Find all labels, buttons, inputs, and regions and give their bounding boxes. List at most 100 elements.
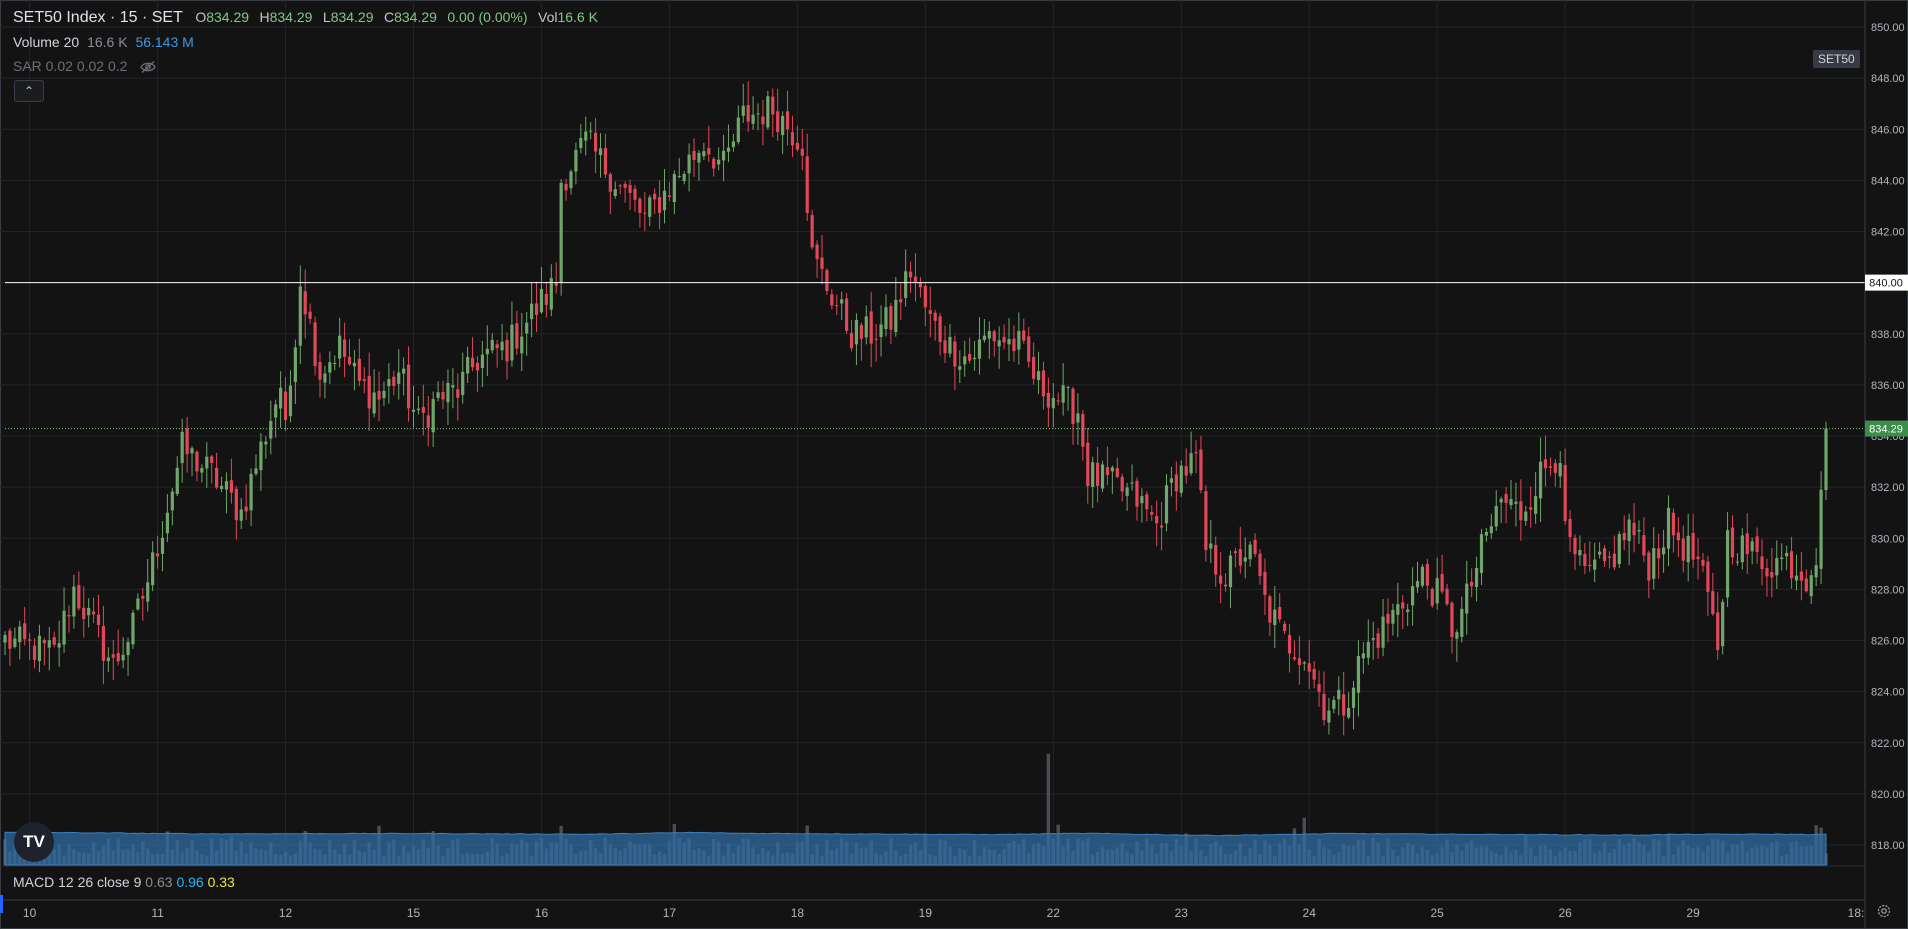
candle-body xyxy=(28,639,32,641)
candle-body xyxy=(490,339,494,351)
candle-body xyxy=(333,363,337,365)
volume-legend[interactable]: Volume 20 16.6 K 56.143 M xyxy=(13,34,198,50)
candle-body xyxy=(682,174,686,182)
candle-body xyxy=(1553,463,1557,473)
candle-body xyxy=(219,485,224,490)
candle-body xyxy=(264,441,268,445)
sar-legend[interactable]: SAR 0.02 0.02 0.2 xyxy=(13,58,157,74)
candle-body xyxy=(431,399,435,433)
candle-body xyxy=(1470,581,1474,587)
symbol-title[interactable]: SET50 Index · 15 · SET xyxy=(13,9,183,26)
candle-body xyxy=(18,626,22,643)
candle-body xyxy=(687,154,691,174)
candle-body xyxy=(1583,553,1587,567)
candle-body xyxy=(589,130,593,132)
candle-body xyxy=(1765,568,1769,577)
candle-body xyxy=(667,195,672,198)
candle-body xyxy=(820,257,824,269)
macd-legend[interactable]: MACD 12 26 close 9 0.63 0.96 0.33 xyxy=(13,874,235,890)
candle-body xyxy=(825,270,829,292)
candle-body xyxy=(82,607,86,619)
candle-body xyxy=(1268,596,1272,623)
candle-body xyxy=(628,185,632,193)
candle-body xyxy=(958,366,962,370)
candle-body xyxy=(1632,522,1636,536)
candle-body xyxy=(559,182,563,283)
candle-body xyxy=(1716,612,1720,650)
tradingview-logo[interactable]: TV xyxy=(14,822,54,862)
candle-body xyxy=(1051,397,1055,409)
candle-body xyxy=(1814,565,1818,578)
eye-hidden-icon[interactable] xyxy=(139,60,157,74)
price-tick-label: 832.00 xyxy=(1871,482,1905,494)
candle-body xyxy=(77,585,81,609)
candle-body xyxy=(342,339,347,357)
candle-body xyxy=(1243,557,1247,562)
candle-body xyxy=(1223,584,1228,587)
candle-body xyxy=(1332,699,1336,709)
candle-body xyxy=(1096,462,1100,486)
candle-body xyxy=(721,150,726,161)
candles xyxy=(3,81,1828,736)
candle-body xyxy=(874,338,878,340)
candle-body xyxy=(1091,462,1095,487)
candle-body xyxy=(1543,459,1548,469)
candle-body xyxy=(633,188,637,200)
candle-body xyxy=(1440,574,1444,592)
candle-body xyxy=(638,198,642,213)
candle-body xyxy=(505,340,509,362)
candle-body xyxy=(397,372,401,384)
candle-body xyxy=(677,176,681,178)
candle-body xyxy=(175,467,179,494)
candle-body xyxy=(1676,532,1680,541)
candle-body xyxy=(1770,572,1774,578)
candle-body xyxy=(1002,336,1006,343)
last-price-tag-bg xyxy=(1865,420,1908,437)
low-value: 834.29 xyxy=(330,9,374,25)
candle-body xyxy=(544,293,548,305)
candle-body xyxy=(1406,609,1410,613)
candle-body xyxy=(1159,525,1164,528)
candle-body xyxy=(1745,533,1749,555)
candle-body xyxy=(1696,556,1700,560)
candle-body xyxy=(362,379,366,381)
candle-body xyxy=(1287,634,1292,654)
candle-body xyxy=(1479,534,1484,573)
candle-body xyxy=(1100,464,1105,489)
candle-body xyxy=(1263,571,1267,595)
symbol-tag: SET50 xyxy=(1813,50,1860,68)
candle-body xyxy=(170,491,174,511)
candle-body xyxy=(1740,535,1744,563)
gear-icon[interactable] xyxy=(1876,903,1892,919)
candle-body xyxy=(1637,530,1641,532)
candle-body xyxy=(47,640,51,648)
candle-body xyxy=(1489,526,1493,534)
candle-body xyxy=(279,387,283,409)
candle-body xyxy=(1283,623,1287,632)
candle-body xyxy=(608,174,612,192)
price-tick-label: 844.00 xyxy=(1871,175,1905,187)
candle-body xyxy=(91,611,96,615)
candle-body xyxy=(1125,487,1129,496)
main-legend[interactable]: SET50 Index · 15 · SET O834.29 H834.29 L… xyxy=(13,9,604,27)
candle-body xyxy=(500,341,504,351)
candle-body xyxy=(1730,527,1735,558)
candle-body xyxy=(692,150,696,160)
price-tick-label: 846.00 xyxy=(1871,124,1905,136)
candle-body xyxy=(781,115,785,136)
time-tick-label: 26 xyxy=(1558,906,1572,920)
candle-body xyxy=(1371,637,1375,640)
candle-body xyxy=(392,376,396,386)
candle-body xyxy=(461,371,465,396)
candle-body xyxy=(1086,442,1090,487)
candle-body xyxy=(1317,684,1321,692)
candle-body xyxy=(367,375,371,409)
chevron-up-icon: ⌃ xyxy=(23,84,35,98)
candle-body xyxy=(1681,538,1685,561)
time-tick-label: 18: xyxy=(1848,906,1865,920)
candle-body xyxy=(520,336,524,354)
collapse-legend-button[interactable]: ⌃ xyxy=(14,80,44,102)
candle-body xyxy=(1701,559,1705,566)
close-label: C xyxy=(383,9,395,25)
